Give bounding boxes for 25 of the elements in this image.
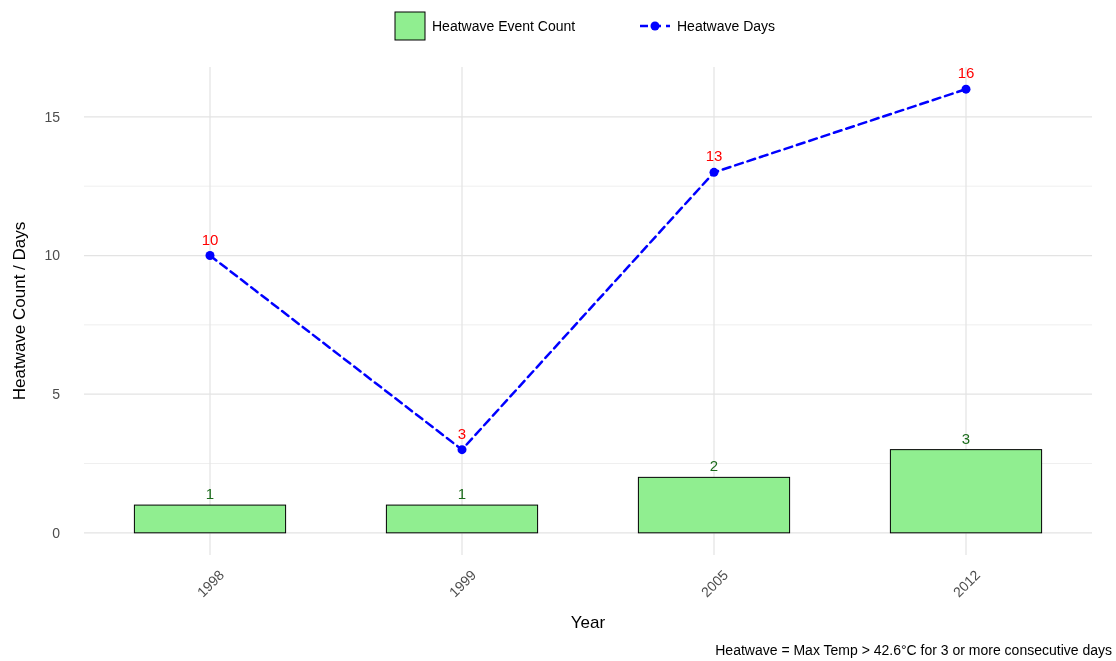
- bar: [637, 476, 791, 534]
- y-tick-label: 0: [52, 524, 61, 541]
- point: [709, 167, 719, 177]
- point: [961, 84, 971, 94]
- bar: [385, 504, 539, 534]
- text: Heatwave = Max Temp > 42.6°C for 3 or more consecutive days: [715, 642, 1112, 658]
- data-label: 1: [457, 485, 467, 503]
- data-label: 10: [201, 230, 219, 248]
- data-label: 2: [709, 457, 719, 475]
- data-label: 1: [205, 485, 215, 503]
- point: [457, 445, 467, 455]
- data-label: 13: [705, 147, 723, 165]
- y-tick-label: 5: [52, 386, 61, 403]
- data-label: 3: [961, 429, 971, 447]
- data-label: 16: [957, 64, 975, 82]
- bar: [133, 504, 287, 534]
- y-tick-label: 10: [44, 247, 61, 264]
- y-axis-title: Heatwave Count / Days: [10, 221, 29, 401]
- y-tick-label: 15: [44, 108, 61, 125]
- legend-label: Heatwave Event Count: [432, 17, 576, 34]
- legend-label: Heatwave Days: [677, 17, 776, 34]
- data-label: 3: [457, 424, 467, 442]
- x-axis-title: Year: [570, 613, 606, 632]
- bar: [889, 449, 1043, 534]
- point: [205, 251, 215, 261]
